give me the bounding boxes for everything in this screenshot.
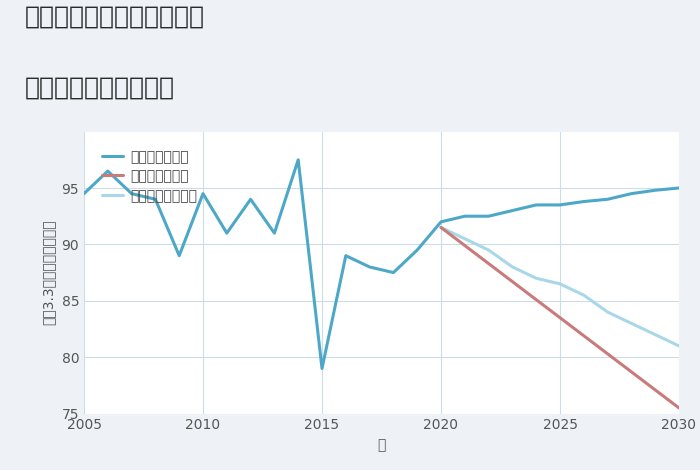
ノーマルシナリオ [532,275,540,281]
グッドシナリオ [80,191,88,196]
グッドシナリオ [413,247,421,253]
グッドシナリオ [342,253,350,258]
グッドシナリオ [603,196,612,202]
グッドシナリオ [556,202,564,208]
X-axis label: 年: 年 [377,438,386,452]
バッドシナリオ [675,405,683,411]
グッドシナリオ [294,157,302,163]
ノーマルシナリオ [603,309,612,315]
グッドシナリオ [651,188,659,193]
グッドシナリオ [175,253,183,258]
グッドシナリオ [318,366,326,371]
ノーマルシナリオ [675,343,683,349]
Line: グッドシナリオ: グッドシナリオ [84,160,679,368]
ノーマルシナリオ [627,321,636,326]
Line: バッドシナリオ: バッドシナリオ [441,227,679,408]
グッドシナリオ [532,202,540,208]
ノーマルシナリオ [508,264,517,270]
グッドシナリオ [223,230,231,236]
ノーマルシナリオ [556,281,564,287]
Text: 兵庫県佐用郡佐用町横坂の: 兵庫県佐用郡佐用町横坂の [25,5,204,29]
グッドシナリオ [270,230,279,236]
Line: ノーマルシナリオ: ノーマルシナリオ [441,227,679,346]
バッドシナリオ [437,225,445,230]
グッドシナリオ [151,196,160,202]
ノーマルシナリオ [580,292,588,298]
グッドシナリオ [437,219,445,225]
グッドシナリオ [484,213,493,219]
Y-axis label: 坪（3.3㎡）単価（万円）: 坪（3.3㎡）単価（万円） [42,220,56,325]
Legend: グッドシナリオ, バッドシナリオ, ノーマルシナリオ: グッドシナリオ, バッドシナリオ, ノーマルシナリオ [97,144,203,208]
グッドシナリオ [580,199,588,204]
グッドシナリオ [389,270,398,275]
グッドシナリオ [627,191,636,196]
ノーマルシナリオ [484,247,493,253]
グッドシナリオ [104,168,112,174]
グッドシナリオ [461,213,469,219]
ノーマルシナリオ [651,332,659,337]
グッドシナリオ [675,185,683,191]
ノーマルシナリオ [461,236,469,242]
グッドシナリオ [199,191,207,196]
グッドシナリオ [246,196,255,202]
ノーマルシナリオ [437,225,445,230]
Text: 中古戸建ての価格推移: 中古戸建ての価格推移 [25,75,174,99]
グッドシナリオ [365,264,374,270]
グッドシナリオ [508,208,517,213]
グッドシナリオ [127,191,136,196]
